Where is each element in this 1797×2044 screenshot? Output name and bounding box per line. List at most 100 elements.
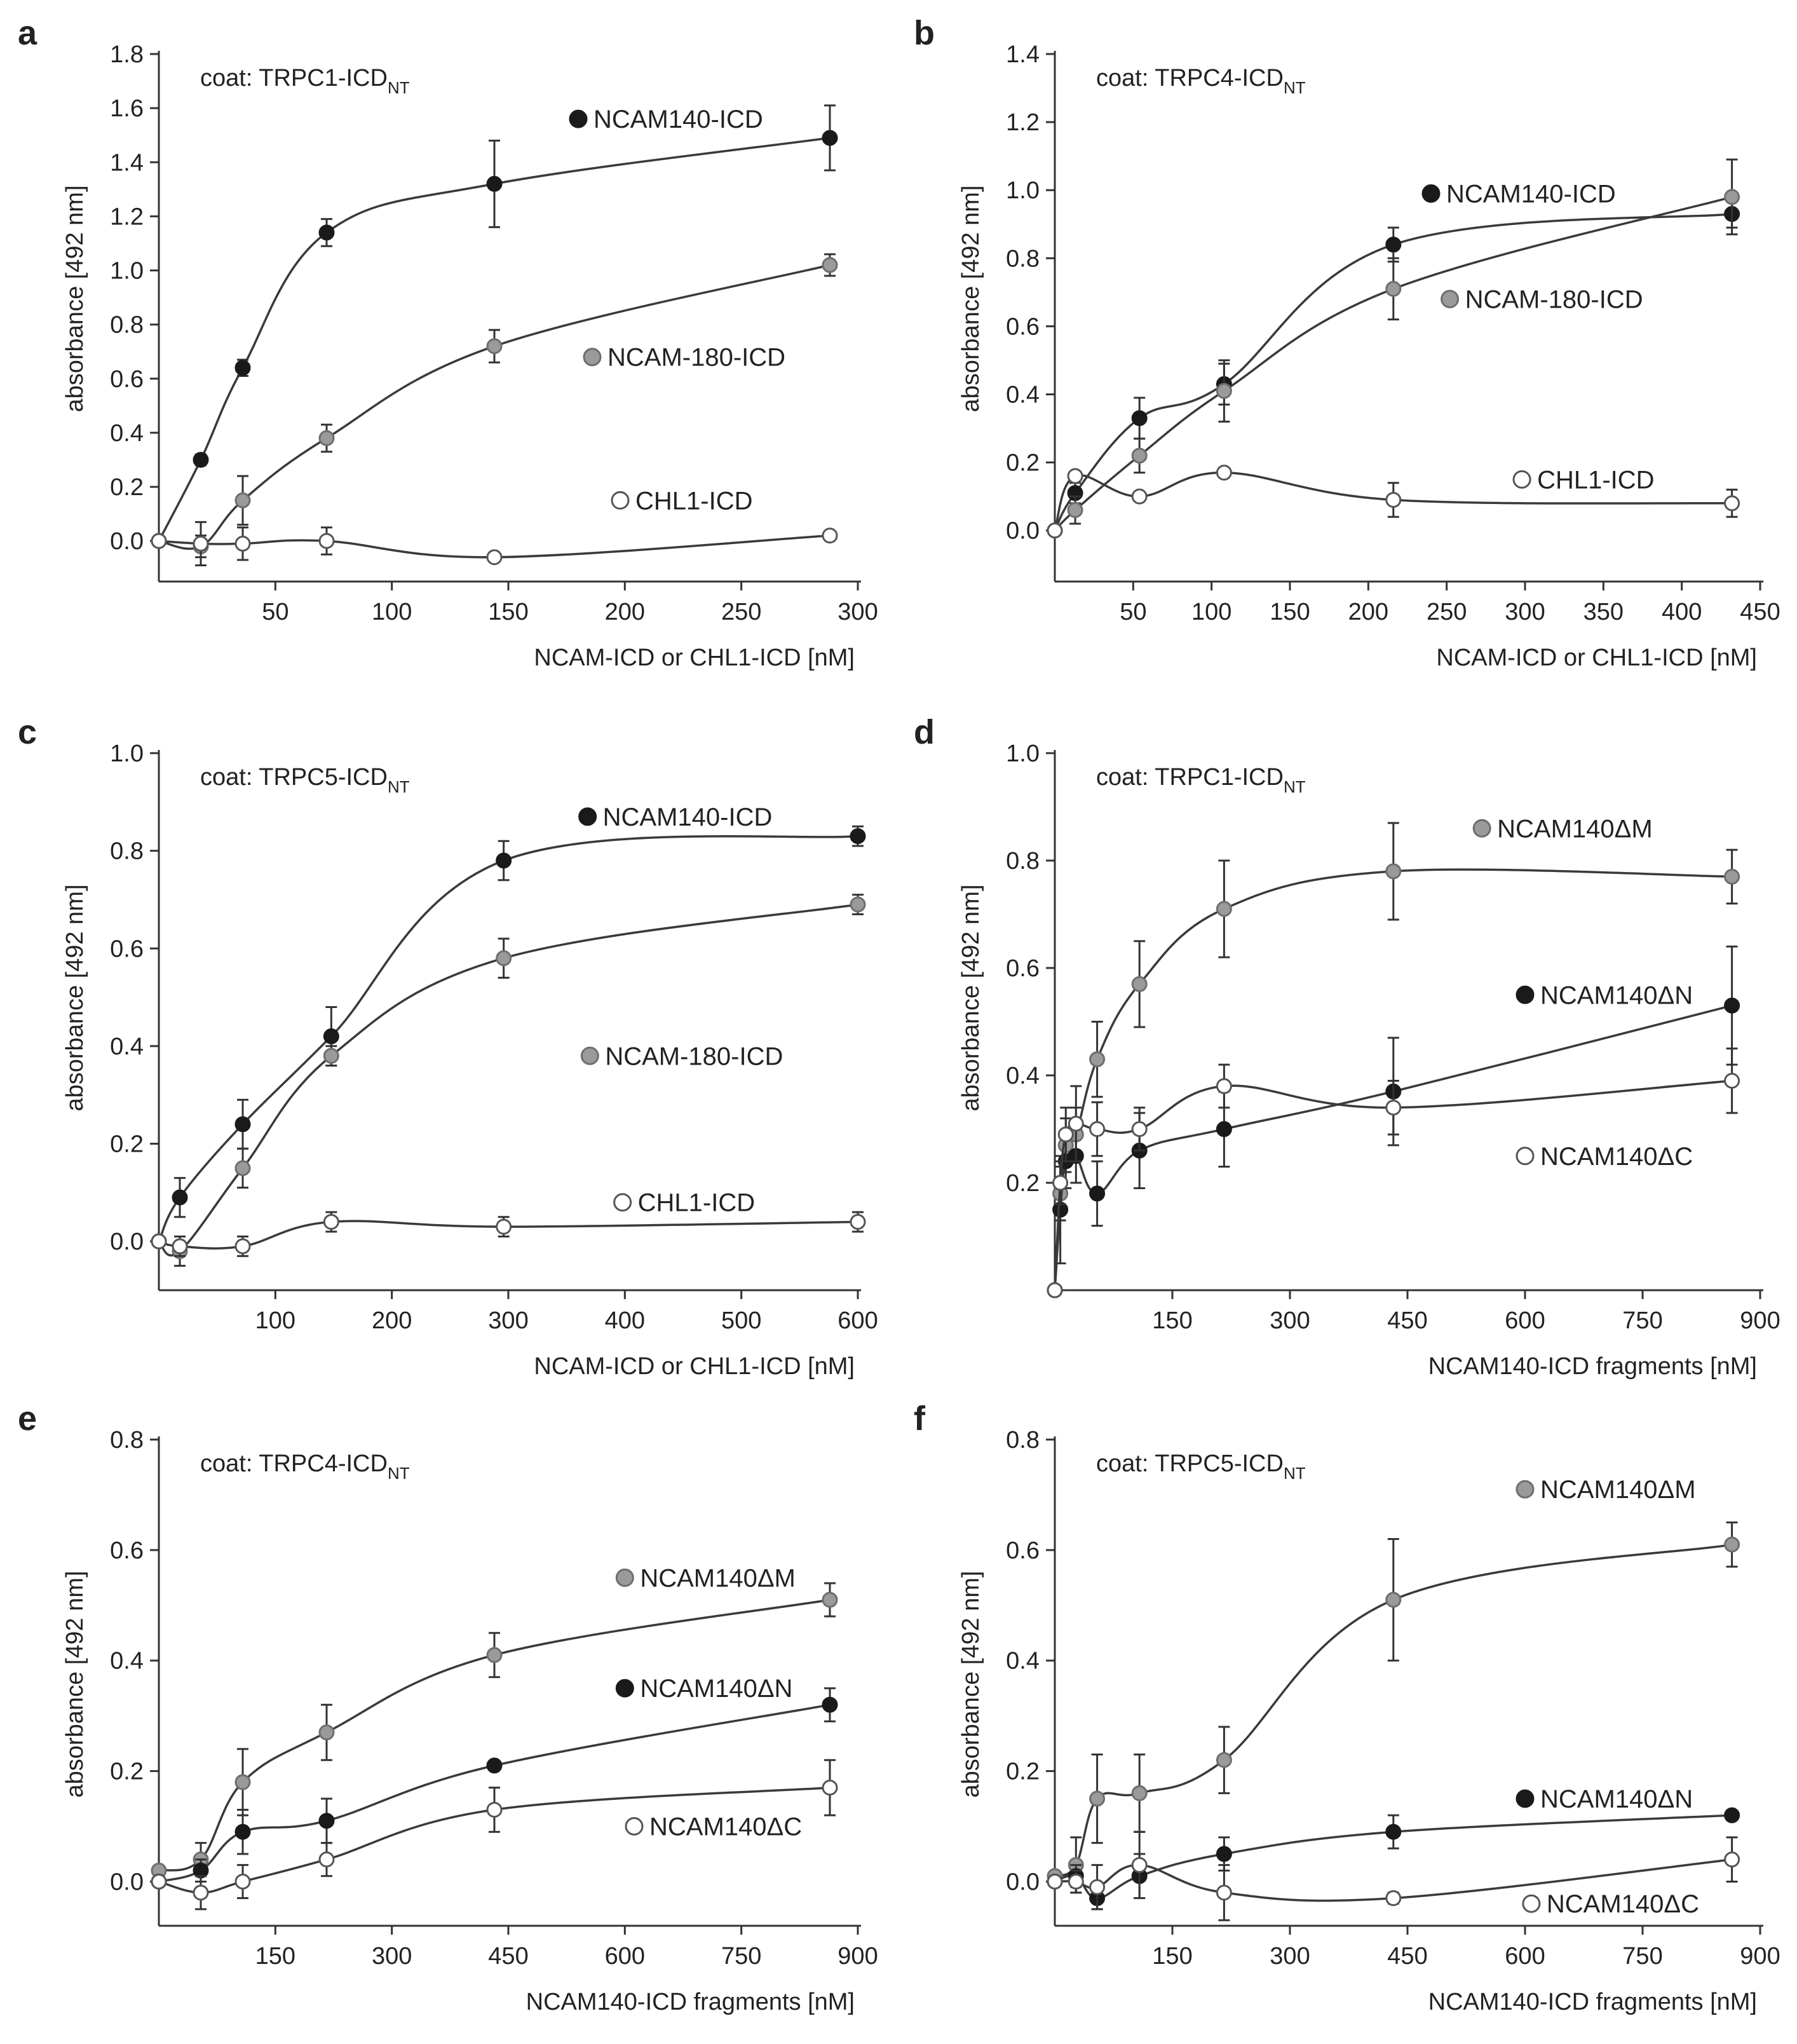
coat-title: coat: TRPC5-ICDNT [1096,1450,1306,1483]
series-white: CHL1-ICD [1047,465,1740,539]
x-tick-label: 200 [1348,599,1388,625]
data-point [1385,236,1402,253]
data-point [1089,1121,1106,1137]
x-tick-label: 750 [1622,1307,1662,1334]
coat-title-subscript: NT [1284,777,1306,796]
data-point [1216,1884,1232,1901]
series-white: CHL1-ICD [151,1189,866,1257]
y-tick-label: 1.4 [110,149,144,176]
y-tick-label: 0.2 [1006,1759,1040,1785]
data-point [234,492,251,508]
series-label: NCAM140ΔN [640,1675,792,1703]
data-point [318,224,335,241]
data-point [172,1238,188,1255]
panel-letter: b [914,14,935,52]
panel-letter: e [18,1400,37,1438]
x-tick-label: 150 [1152,1943,1192,1970]
series-line [158,835,858,1242]
y-tick-label: 0.0 [1006,1869,1040,1895]
data-point [1131,447,1148,464]
data-point [1385,863,1402,880]
x-tick-label: 600 [1505,1943,1545,1970]
data-point [1068,1115,1084,1132]
data-point [1216,383,1232,399]
data-point [1724,1536,1740,1553]
legend-marker [583,348,602,367]
data-point [496,852,512,869]
x-axis-label: NCAM-ICD or CHL1-ICD [nM] [534,1353,855,1380]
coat-title-main: coat: TRPC5-ICD [200,764,388,791]
series-label: CHL1-ICD [635,487,752,515]
series-gray: NCAM140ΔM [1047,1476,1740,1894]
coat-title-subscript: NT [388,1464,410,1483]
data-point [1131,410,1148,426]
data-point [1131,1121,1148,1137]
data-point [234,1774,251,1790]
y-tick-label: 1.0 [1006,177,1040,204]
y-tick-label: 0.8 [110,312,144,339]
panel-d: d 0.2 0.4 0.6 0.8 1.0 150 300 450 600 750 900 NCAM14… [914,713,1780,1380]
coat-title-subscript: NT [388,777,410,796]
y-tick-label: 1.8 [110,41,144,68]
y-tick-label: 1.0 [1006,740,1040,767]
x-tick-label: 100 [1191,599,1231,625]
coat-title-main: coat: TRPC5-ICD [1096,1450,1284,1477]
data-point [1067,468,1083,484]
series-label: NCAM140-ICD [603,803,773,831]
x-tick-label: 100 [372,599,412,625]
series-black: NCAM140-ICD [151,803,866,1250]
y-axis-label: absorbance [492 nm] [958,884,984,1111]
y-tick-label: 0.8 [1006,848,1040,875]
data-point [1047,1873,1063,1890]
data-point [1385,280,1402,297]
legend-marker [569,109,588,128]
y-tick-label: 1.2 [1006,109,1040,136]
x-tick-label: 300 [837,599,878,625]
data-point [1724,189,1740,205]
data-point [323,1213,339,1230]
panel-letter: d [914,713,935,751]
y-tick-label: 0.2 [1006,450,1040,477]
data-point [486,549,503,566]
panel-letter: a [18,14,37,52]
series-label: NCAM140ΔM [640,1564,796,1592]
legend-marker [615,1568,634,1587]
series-label: NCAM140-ICD [593,106,763,133]
x-tick-label: 200 [372,1307,412,1334]
y-tick-label: 0.6 [110,1537,144,1564]
y-axis-label: absorbance [492 nm] [62,185,88,412]
coat-title: coat: TRPC5-ICDNT [200,764,410,796]
x-tick-label: 500 [721,1307,761,1334]
y-tick-label: 1.6 [110,95,144,122]
data-point [486,1801,503,1818]
data-point [1724,1807,1740,1823]
data-point [318,430,335,446]
series-label: NCAM140ΔM [1540,1476,1696,1504]
data-point [1385,1823,1402,1840]
data-point [1052,1175,1069,1191]
x-tick-label: 900 [1740,1943,1780,1970]
data-point [822,528,838,544]
y-tick-label: 0.8 [110,838,144,865]
data-point [486,1757,503,1774]
y-tick-label: 0.2 [110,474,144,501]
data-point [323,1028,339,1045]
series-white: CHL1-ICD [151,487,838,566]
data-point [1216,1121,1232,1137]
y-tick-label: 1.0 [110,258,144,285]
coat-title: coat: TRPC1-ICDNT [1096,764,1306,796]
y-tick-label: 0.8 [1006,245,1040,272]
legend-marker [1522,1894,1541,1913]
y-tick-label: 0.6 [110,936,144,962]
coat-title-main: coat: TRPC1-ICD [1096,764,1284,791]
y-tick-label: 0.2 [110,1131,144,1158]
x-tick-label: 150 [488,599,528,625]
x-tick-label: 300 [1270,1307,1310,1334]
legend-marker [611,491,630,510]
data-point [318,1724,335,1741]
legend-marker [1472,819,1491,838]
x-tick-label: 350 [1583,599,1624,625]
coat-title: coat: TRPC4-ICDNT [200,1450,410,1483]
series-label: CHL1-ICD [1537,466,1654,494]
x-tick-label: 600 [837,1307,878,1334]
